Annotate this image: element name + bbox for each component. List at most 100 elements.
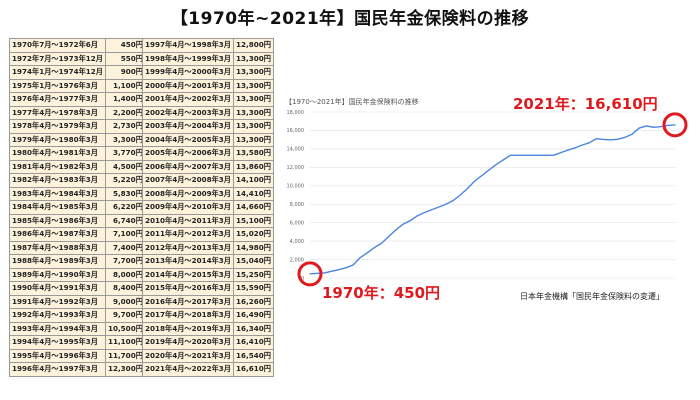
period-cell: 1981年4月～1982年3月 (9, 159, 106, 174)
data-point (438, 206, 440, 208)
amount-cell: 13,300円 (233, 78, 274, 93)
data-point (431, 209, 433, 211)
highlight-circle-end (662, 112, 688, 138)
table-row: 1992年4月～1993年3月 9,700円 (9, 308, 146, 323)
amount-cell: 2,200円 (104, 105, 146, 120)
amount-cell: 6,740円 (104, 213, 146, 228)
amount-cell: 15,040円 (233, 254, 274, 269)
amount-cell: 8,000円 (104, 267, 146, 282)
period-cell: 1990年4月～1991年3月 (9, 281, 106, 296)
table-row: 1981年4月～1982年3月 4,500円 (9, 159, 146, 174)
data-point (481, 175, 483, 177)
table-row: 2002年4月～2003年3月 13,300円 (142, 105, 274, 120)
period-cell: 2010年4月～2011年3月 (142, 213, 234, 228)
table-row: 1980年4月～1981年3月 3,770円 (9, 146, 146, 161)
table-row: 2016年4月～2017年3月 16,260円 (142, 294, 274, 309)
amount-cell: 16,540円 (233, 348, 274, 363)
period-cell: 2016年4月～2017年3月 (142, 294, 234, 309)
table-row: 2018年4月～2019年3月 16,340円 (142, 321, 274, 336)
amount-cell: 14,980円 (233, 240, 274, 255)
table-row: 1987年4月～1988年3月 7,400円 (9, 240, 146, 255)
y-tick-label: 4,000 (290, 239, 304, 245)
premium-chart: 【1970〜2021年】国民年金保険料の推移 0 2,000 4,000 6,000 8,… (280, 82, 690, 307)
y-tick-label: 8,000 (290, 202, 304, 208)
data-point (359, 257, 361, 259)
data-point (567, 149, 569, 151)
table-row: 2008年4月～2009年3月 14,410円 (142, 186, 274, 201)
period-cell: 1972年7月～1973年12月 (9, 51, 106, 66)
table-row: 2017年4月～2018年3月 16,490円 (142, 308, 274, 323)
data-point (660, 126, 662, 128)
period-cell: 1992年4月～1993年3月 (9, 308, 106, 323)
period-cell: 1988年4月～1989年3月 (9, 254, 106, 269)
data-point (459, 194, 461, 196)
amount-cell: 11,100円 (104, 335, 146, 350)
amount-cell: 1,400円 (104, 92, 146, 107)
data-point (538, 154, 540, 156)
data-point (416, 215, 418, 217)
amount-cell: 13,580円 (233, 146, 274, 161)
period-cell: 2021年4月～2022年3月 (142, 362, 234, 377)
table-row: 1972年7月～1973年12月 550円 (9, 51, 146, 66)
period-cell: 1982年4月～1983年3月 (9, 173, 106, 188)
period-cell: 1979年4月～1980年3月 (9, 132, 106, 147)
period-cell: 2014年4月～2015年3月 (142, 267, 234, 282)
amount-cell: 13,300円 (233, 132, 274, 147)
amount-cell: 16,610円 (233, 362, 274, 377)
table-row: 1988年4月～1989年3月 7,700円 (9, 254, 146, 269)
period-cell: 1989年4月～1990年3月 (9, 267, 106, 282)
table-row: 1979年4月～1980年3月 3,300円 (9, 132, 146, 147)
amount-cell: 1,100円 (104, 78, 146, 93)
y-tick-label: 10,000 (287, 184, 305, 190)
period-cell: 1974年1月～1974年12月 (9, 65, 106, 80)
data-point (581, 144, 583, 146)
data-point (452, 199, 454, 202)
table-row: 1983年4月～1984年3月 5,830円 (9, 186, 146, 201)
period-cell: 2015年4月～2016年3月 (142, 281, 234, 296)
data-point (516, 154, 519, 156)
period-cell: 1996年4月～1997年3月 (9, 362, 106, 377)
period-cell: 1987年4月～1988年3月 (9, 240, 106, 255)
amount-cell: 13,300円 (233, 65, 274, 80)
table-row: 1985年4月～1986年3月 6,740円 (9, 213, 146, 228)
amount-cell: 4,500円 (104, 159, 146, 174)
data-point (323, 272, 325, 274)
data-point (624, 136, 626, 138)
data-point (595, 138, 597, 140)
premium-table-left: 1970年7月～1972年6月 450円 1972年7月～1973年12月 550円 1… (9, 38, 146, 377)
data-point (509, 154, 511, 156)
period-cell: 2020年4月～2021年3月 (142, 348, 234, 363)
data-point (545, 154, 547, 156)
period-cell: 2006年4月～2007年3月 (142, 159, 234, 174)
amount-cell: 13,300円 (233, 119, 274, 134)
y-tick-label: 16,000 (287, 128, 305, 134)
data-point (366, 252, 368, 254)
table-row: 2010年4月～2011年3月 15,100円 (142, 213, 274, 228)
annotation-2021: 2021年：16,610円 (513, 95, 658, 113)
data-point (609, 139, 612, 141)
period-cell: 1978年4月～1979年3月 (9, 119, 106, 134)
table-row: 1976年4月～1977年3月 1,400円 (9, 92, 146, 107)
period-cell: 1998年4月～1999年3月 (142, 51, 234, 66)
y-tick-label: 6,000 (290, 220, 304, 226)
data-point (409, 220, 411, 222)
page-title: 【1970年~2021年】国民年金保険料の推移 (170, 9, 530, 29)
period-cell: 1994年4月～1995年3月 (9, 335, 106, 350)
period-cell: 2008年4月～2009年3月 (142, 186, 234, 201)
table-row: 1978年4月～1979年3月 2,730円 (9, 119, 146, 134)
period-cell: 2012年4月～2013年3月 (142, 240, 234, 255)
amount-cell: 6,220円 (104, 200, 146, 215)
period-cell: 2004年4月～2005年3月 (142, 132, 234, 147)
period-cell: 1977年4月～1978年3月 (9, 105, 106, 120)
data-point (345, 267, 347, 269)
amount-cell: 3,300円 (104, 132, 146, 147)
period-cell: 1983年4月～1984年3月 (9, 186, 106, 201)
amount-cell: 13,300円 (233, 51, 274, 66)
table-row: 1995年4月～1996年3月 11,700円 (9, 348, 146, 363)
source-note: 日本年金機構「国民年金保険料の変遷」 (520, 292, 664, 301)
amount-cell: 12,800円 (233, 38, 274, 53)
amount-cell: 9,000円 (104, 294, 146, 309)
data-point (488, 169, 490, 171)
period-cell: 2009年4月～2010年3月 (142, 200, 234, 215)
data-point (559, 152, 562, 154)
